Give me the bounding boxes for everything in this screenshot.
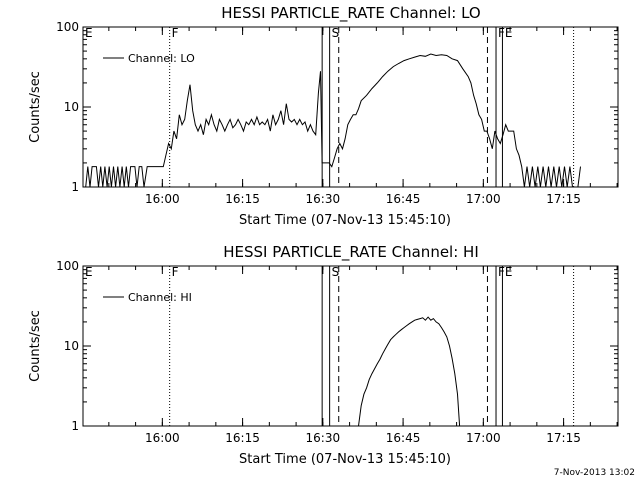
x-ticks: 16:00 16:15 16:30 16:45 17:00 17:15 bbox=[108, 27, 618, 206]
legend: Channel: LO bbox=[103, 52, 195, 65]
x-tick-label: 16:15 bbox=[225, 431, 260, 445]
series-line bbox=[358, 316, 461, 427]
legend-label: Channel: HI bbox=[128, 291, 192, 304]
marker-label: FE bbox=[498, 26, 512, 40]
y-tick-label: 1 bbox=[71, 180, 79, 194]
y-axis-label: Counts/sec bbox=[28, 310, 43, 382]
y-tick-label: 10 bbox=[64, 100, 79, 114]
footer-timestamp: 7-Nov-2013 13:02 bbox=[554, 468, 635, 478]
marker-label: F bbox=[172, 265, 179, 279]
x-tick-label: 16:15 bbox=[225, 192, 260, 206]
x-axis-label: Start Time (07-Nov-13 15:45:10) bbox=[239, 213, 451, 228]
y-ticks: 1 10 100 bbox=[56, 20, 618, 194]
marker-label: FE bbox=[498, 265, 512, 279]
y-ticks: 1 10 100 bbox=[56, 259, 618, 433]
plot-frame bbox=[82, 26, 619, 188]
legend-label: Channel: LO bbox=[128, 52, 195, 65]
marker-label: S bbox=[332, 265, 340, 279]
y-tick-label: 1 bbox=[71, 419, 79, 433]
x-tick-label: 16:30 bbox=[306, 192, 341, 206]
x-axis-label: Start Time (07-Nov-13 15:45:10) bbox=[239, 452, 451, 467]
event-markers: E F S FE bbox=[85, 265, 575, 426]
x-tick-label: 16:30 bbox=[306, 431, 341, 445]
x-ticks: 16:00 16:15 16:30 16:45 17:00 17:15 bbox=[108, 266, 618, 445]
marker-label: S bbox=[332, 26, 340, 40]
marker-label: F bbox=[172, 26, 179, 40]
x-tick-label: 16:00 bbox=[145, 431, 180, 445]
x-tick-label: 17:00 bbox=[466, 192, 501, 206]
x-tick-label: 17:15 bbox=[546, 431, 581, 445]
marker-label: E bbox=[85, 265, 93, 279]
legend: Channel: HI bbox=[103, 291, 192, 304]
x-tick-label: 16:45 bbox=[386, 431, 421, 445]
y-tick-label: 100 bbox=[56, 20, 79, 34]
chart-panel-hi: HESSI PARTICLE_RATE Channel: HI Counts/s… bbox=[28, 243, 619, 467]
series-group bbox=[358, 316, 461, 427]
series-group bbox=[85, 53, 581, 188]
x-tick-label: 17:00 bbox=[466, 431, 501, 445]
plot-frame bbox=[82, 265, 619, 427]
x-tick-label: 17:15 bbox=[546, 192, 581, 206]
chart-title: HESSI PARTICLE_RATE Channel: LO bbox=[221, 4, 480, 23]
y-tick-label: 10 bbox=[64, 339, 79, 353]
series-line bbox=[85, 53, 581, 188]
chart-title: HESSI PARTICLE_RATE Channel: HI bbox=[223, 243, 479, 262]
y-tick-label: 100 bbox=[56, 259, 79, 273]
x-tick-label: 16:00 bbox=[145, 192, 180, 206]
marker-label: E bbox=[85, 26, 93, 40]
y-axis-label: Counts/sec bbox=[28, 71, 43, 143]
x-tick-label: 16:45 bbox=[386, 192, 421, 206]
chart-panel-lo: HESSI PARTICLE_RATE Channel: LO Counts/s… bbox=[28, 4, 619, 228]
